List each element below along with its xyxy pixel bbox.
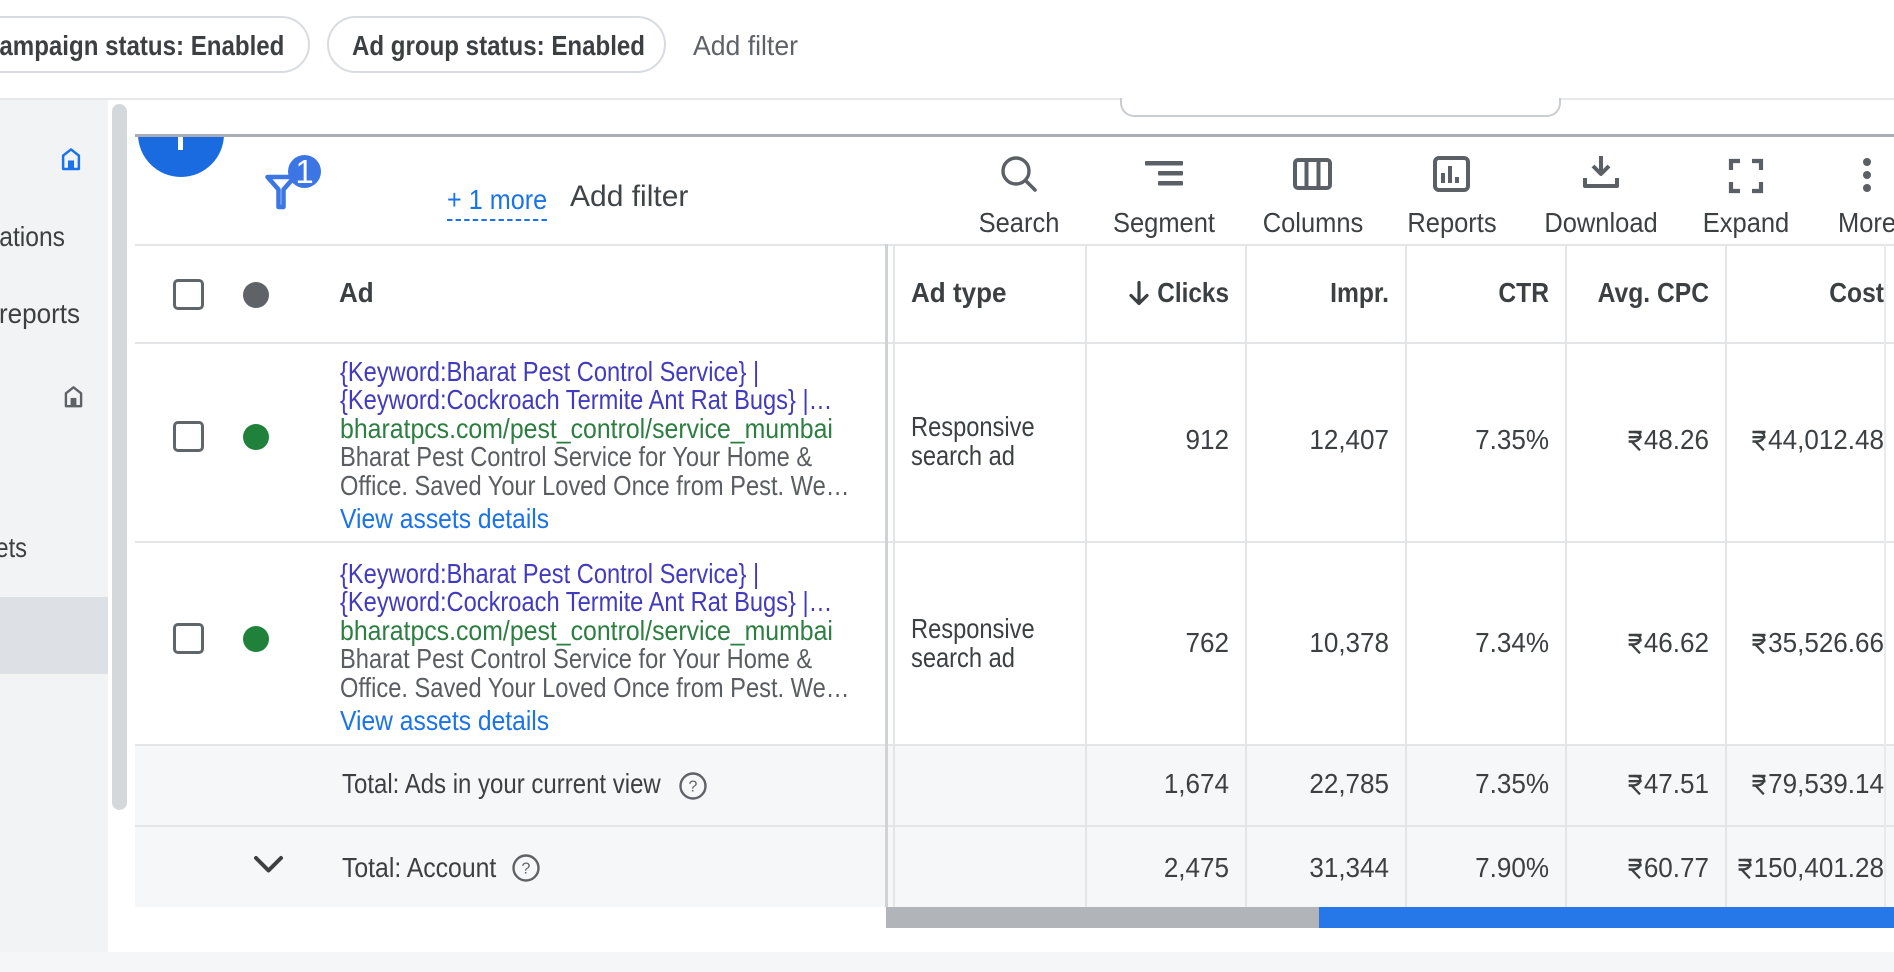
svg-text:?: ?	[689, 779, 698, 796]
svg-text:?: ?	[522, 861, 531, 878]
